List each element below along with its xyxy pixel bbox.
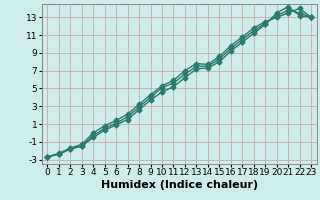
X-axis label: Humidex (Indice chaleur): Humidex (Indice chaleur) [100, 180, 258, 190]
